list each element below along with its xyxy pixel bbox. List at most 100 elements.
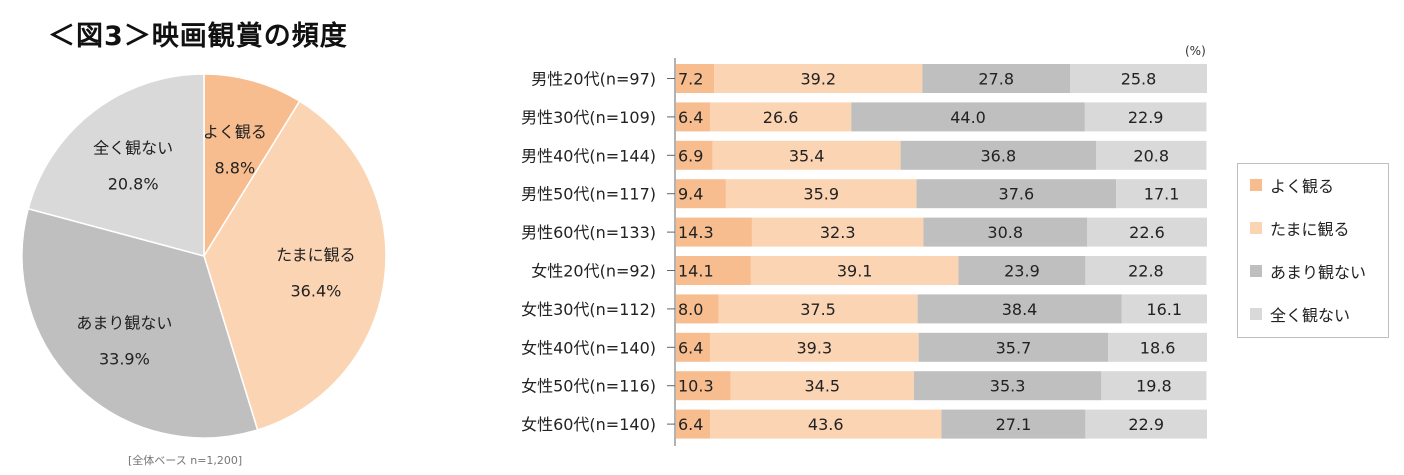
legend-label-often: よく観る — [1270, 177, 1335, 196]
bar-segment-rarely — [941, 409, 1086, 439]
bar-segment-sometimes — [725, 179, 917, 209]
bar-segment-often — [676, 179, 726, 209]
bar-value-never: 25.8 — [1121, 70, 1157, 89]
bar-value-often: 10.3 — [678, 377, 714, 396]
legend-swatch-sometimes — [1250, 222, 1262, 234]
legend-item-sometimes: たまに観る — [1250, 217, 1350, 239]
category-label: 男性20代(n=97) — [531, 70, 656, 89]
bar-value-never: 22.8 — [1128, 262, 1164, 281]
bar-segment-sometimes — [709, 409, 942, 439]
bar-segment-sometimes — [750, 256, 959, 285]
bar-segment-never — [1096, 140, 1207, 170]
bar-segment-often — [676, 371, 731, 401]
bar-value-often: 6.4 — [678, 108, 703, 127]
bar-value-never: 18.6 — [1140, 338, 1176, 357]
legend-item-never: 全く観ない — [1250, 303, 1350, 325]
pie-slice-never — [27, 73, 205, 257]
bar-value-often: 9.4 — [678, 185, 703, 204]
bar-segment-rarely — [922, 64, 1071, 93]
legend-swatch-rarely — [1250, 265, 1262, 277]
category-label: 男性40代(n=144) — [521, 146, 656, 165]
bar-segment-often — [676, 140, 713, 170]
legend-item-rarely: あまり観ない — [1250, 260, 1366, 282]
pie-slice-sometimes — [203, 100, 387, 431]
pie-value-sometimes: 36.4% — [291, 281, 342, 300]
bar-segment-never — [1101, 371, 1207, 401]
bar-value-rarely: 36.8 — [981, 146, 1017, 165]
bar-segment-rarely — [900, 140, 1097, 170]
bar-value-never: 17.1 — [1144, 185, 1180, 204]
pie-chart: よく観る 8.8% たまに観る 36.4% あまり観ない 33.9% 全く観ない 20.8% — [21, 73, 387, 439]
bar-segment-often — [676, 409, 710, 439]
bar-value-sometimes: 37.5 — [800, 300, 836, 319]
bar-value-sometimes: 35.9 — [803, 185, 839, 204]
bar-value-rarely: 23.9 — [1004, 262, 1040, 281]
legend-swatch-often — [1250, 179, 1262, 191]
bar-segment-rarely — [923, 217, 1087, 247]
bar-segment-sometimes — [730, 371, 914, 401]
bar-segment-sometimes — [709, 332, 919, 362]
bar-segment-sometimes — [709, 102, 852, 132]
bar-value-rarely: 44.0 — [950, 108, 986, 127]
bar-value-often: 14.3 — [678, 223, 714, 242]
pie-slice-rarely — [21, 207, 259, 439]
legend-label-sometimes: たまに観る — [1270, 220, 1350, 239]
bar-segment-never — [1086, 217, 1207, 247]
pie-base-note: [全体ベース n=1,200] — [128, 454, 243, 467]
bar-segment-sometimes — [714, 64, 923, 93]
bar-value-sometimes: 32.3 — [820, 223, 856, 242]
bar-segment-sometimes — [718, 294, 918, 324]
bar-value-rarely: 38.4 — [1002, 300, 1038, 319]
bar-segment-never — [1108, 332, 1207, 362]
page-title: ＜図3＞映画観賞の頻度 — [48, 21, 348, 52]
pie-label-sometimes: たまに観る — [276, 245, 356, 264]
bar-value-rarely: 37.6 — [999, 185, 1035, 204]
bar-value-never: 22.9 — [1128, 415, 1164, 434]
bar-value-sometimes: 43.6 — [808, 415, 844, 434]
bar-value-often: 6.4 — [678, 338, 703, 357]
pie-label-never: 全く観ない — [93, 139, 173, 158]
bar-segment-never — [1085, 256, 1207, 285]
bar-segment-rarely — [958, 256, 1086, 285]
bar-value-often: 7.2 — [678, 70, 703, 89]
pie-label-rarely: あまり観ない — [76, 314, 172, 333]
bar-value-often: 6.4 — [678, 415, 703, 434]
bar-value-never: 22.6 — [1129, 223, 1165, 242]
category-label: 女性60代(n=140) — [521, 415, 656, 434]
bar-segment-never — [1084, 102, 1207, 132]
unit-label: (%) — [1185, 44, 1206, 58]
bar-value-often: 6.9 — [678, 146, 703, 165]
category-label: 女性40代(n=140) — [521, 338, 656, 357]
category-label: 男性30代(n=109) — [521, 108, 656, 127]
legend-label-rarely: あまり観ない — [1270, 263, 1367, 282]
bar-value-sometimes: 34.5 — [804, 377, 840, 396]
bar-value-rarely: 27.8 — [978, 70, 1014, 89]
bar-segment-often — [676, 332, 710, 362]
category-label: 男性50代(n=117) — [521, 185, 656, 204]
bar-value-often: 14.1 — [678, 262, 714, 281]
chart-legend: よく観る たまに観る あまり観ない 全く観ない — [1237, 163, 1389, 338]
bar-value-never: 20.8 — [1133, 146, 1169, 165]
bar-value-sometimes: 35.4 — [789, 146, 825, 165]
bar-segment-often — [676, 217, 752, 247]
pie-slice-often — [203, 73, 301, 259]
bar-value-often: 8.0 — [678, 300, 703, 319]
bar-value-rarely: 35.3 — [990, 377, 1026, 396]
bar-value-rarely: 35.7 — [996, 338, 1032, 357]
bar-segment-sometimes — [751, 217, 924, 247]
category-label: 女性50代(n=116) — [521, 377, 656, 396]
bar-segment-never — [1085, 409, 1207, 439]
legend-item-often: よく観る — [1250, 174, 1334, 196]
category-label: 男性60代(n=133) — [521, 223, 656, 242]
legend-label-never: 全く観ない — [1270, 306, 1351, 325]
bar-value-sometimes: 39.2 — [800, 70, 836, 89]
category-label: 女性30代(n=112) — [521, 300, 656, 319]
category-label: 女性20代(n=92) — [531, 262, 656, 281]
bar-segment-rarely — [913, 371, 1102, 401]
bar-value-never: 22.9 — [1128, 108, 1164, 127]
bar-value-sometimes: 26.6 — [763, 108, 799, 127]
bar-segment-rarely — [918, 332, 1109, 362]
bar-segment-often — [676, 64, 715, 93]
bar-value-sometimes: 39.1 — [837, 262, 873, 281]
